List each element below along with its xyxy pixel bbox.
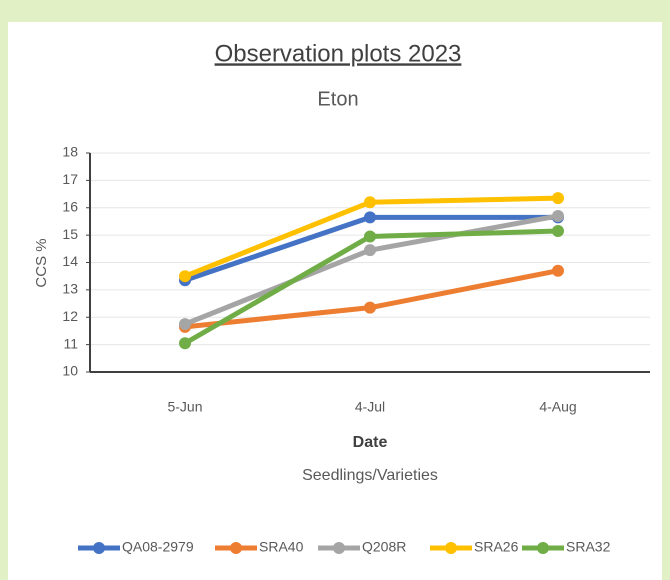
y-tick-label: 11 [63, 335, 78, 351]
data-point [364, 211, 376, 224]
y-tick-label: 12 [62, 308, 78, 324]
legend-label: SRA26 [474, 539, 519, 555]
y-tick-label: 15 [62, 226, 78, 242]
data-point [179, 318, 191, 331]
y-tick-label: 17 [62, 171, 78, 187]
y-tick-label: 10 [62, 363, 78, 379]
x-tick-label: 5-Jun [167, 399, 202, 415]
legend-label: SRA32 [566, 539, 611, 555]
x-tick-label: 4-Jul [355, 399, 385, 415]
x-axis-sublabel: Seedlings/Varieties [302, 467, 438, 484]
chart-subtitle: Eton [317, 88, 358, 110]
legend-marker [537, 542, 549, 554]
legend-label: SRA40 [259, 539, 304, 555]
y-tick-label: 16 [62, 198, 78, 214]
data-point [364, 230, 376, 243]
x-axis-label: Date [353, 434, 388, 451]
y-tick-label: 14 [62, 253, 78, 269]
data-point [552, 209, 564, 222]
legend-label: QA08-2979 [122, 539, 194, 555]
x-tick-label: 4-Aug [539, 399, 576, 415]
y-axis-label: CCS % [33, 238, 50, 287]
legend-label: Q208R [362, 539, 406, 555]
legend-marker [93, 542, 105, 554]
data-point [552, 264, 564, 277]
data-point [179, 337, 191, 350]
legend-marker [333, 542, 345, 554]
data-point [364, 196, 376, 209]
data-point [364, 244, 376, 257]
chart-title: Observation plots 2023 [215, 40, 462, 67]
data-point [552, 225, 564, 238]
data-point [552, 192, 564, 205]
chart-panel [8, 22, 662, 580]
y-tick-label: 18 [62, 144, 78, 160]
data-point [179, 270, 191, 283]
y-tick-label: 13 [62, 281, 78, 297]
legend-marker [445, 542, 457, 554]
legend-marker [230, 542, 242, 554]
data-point [364, 301, 376, 314]
